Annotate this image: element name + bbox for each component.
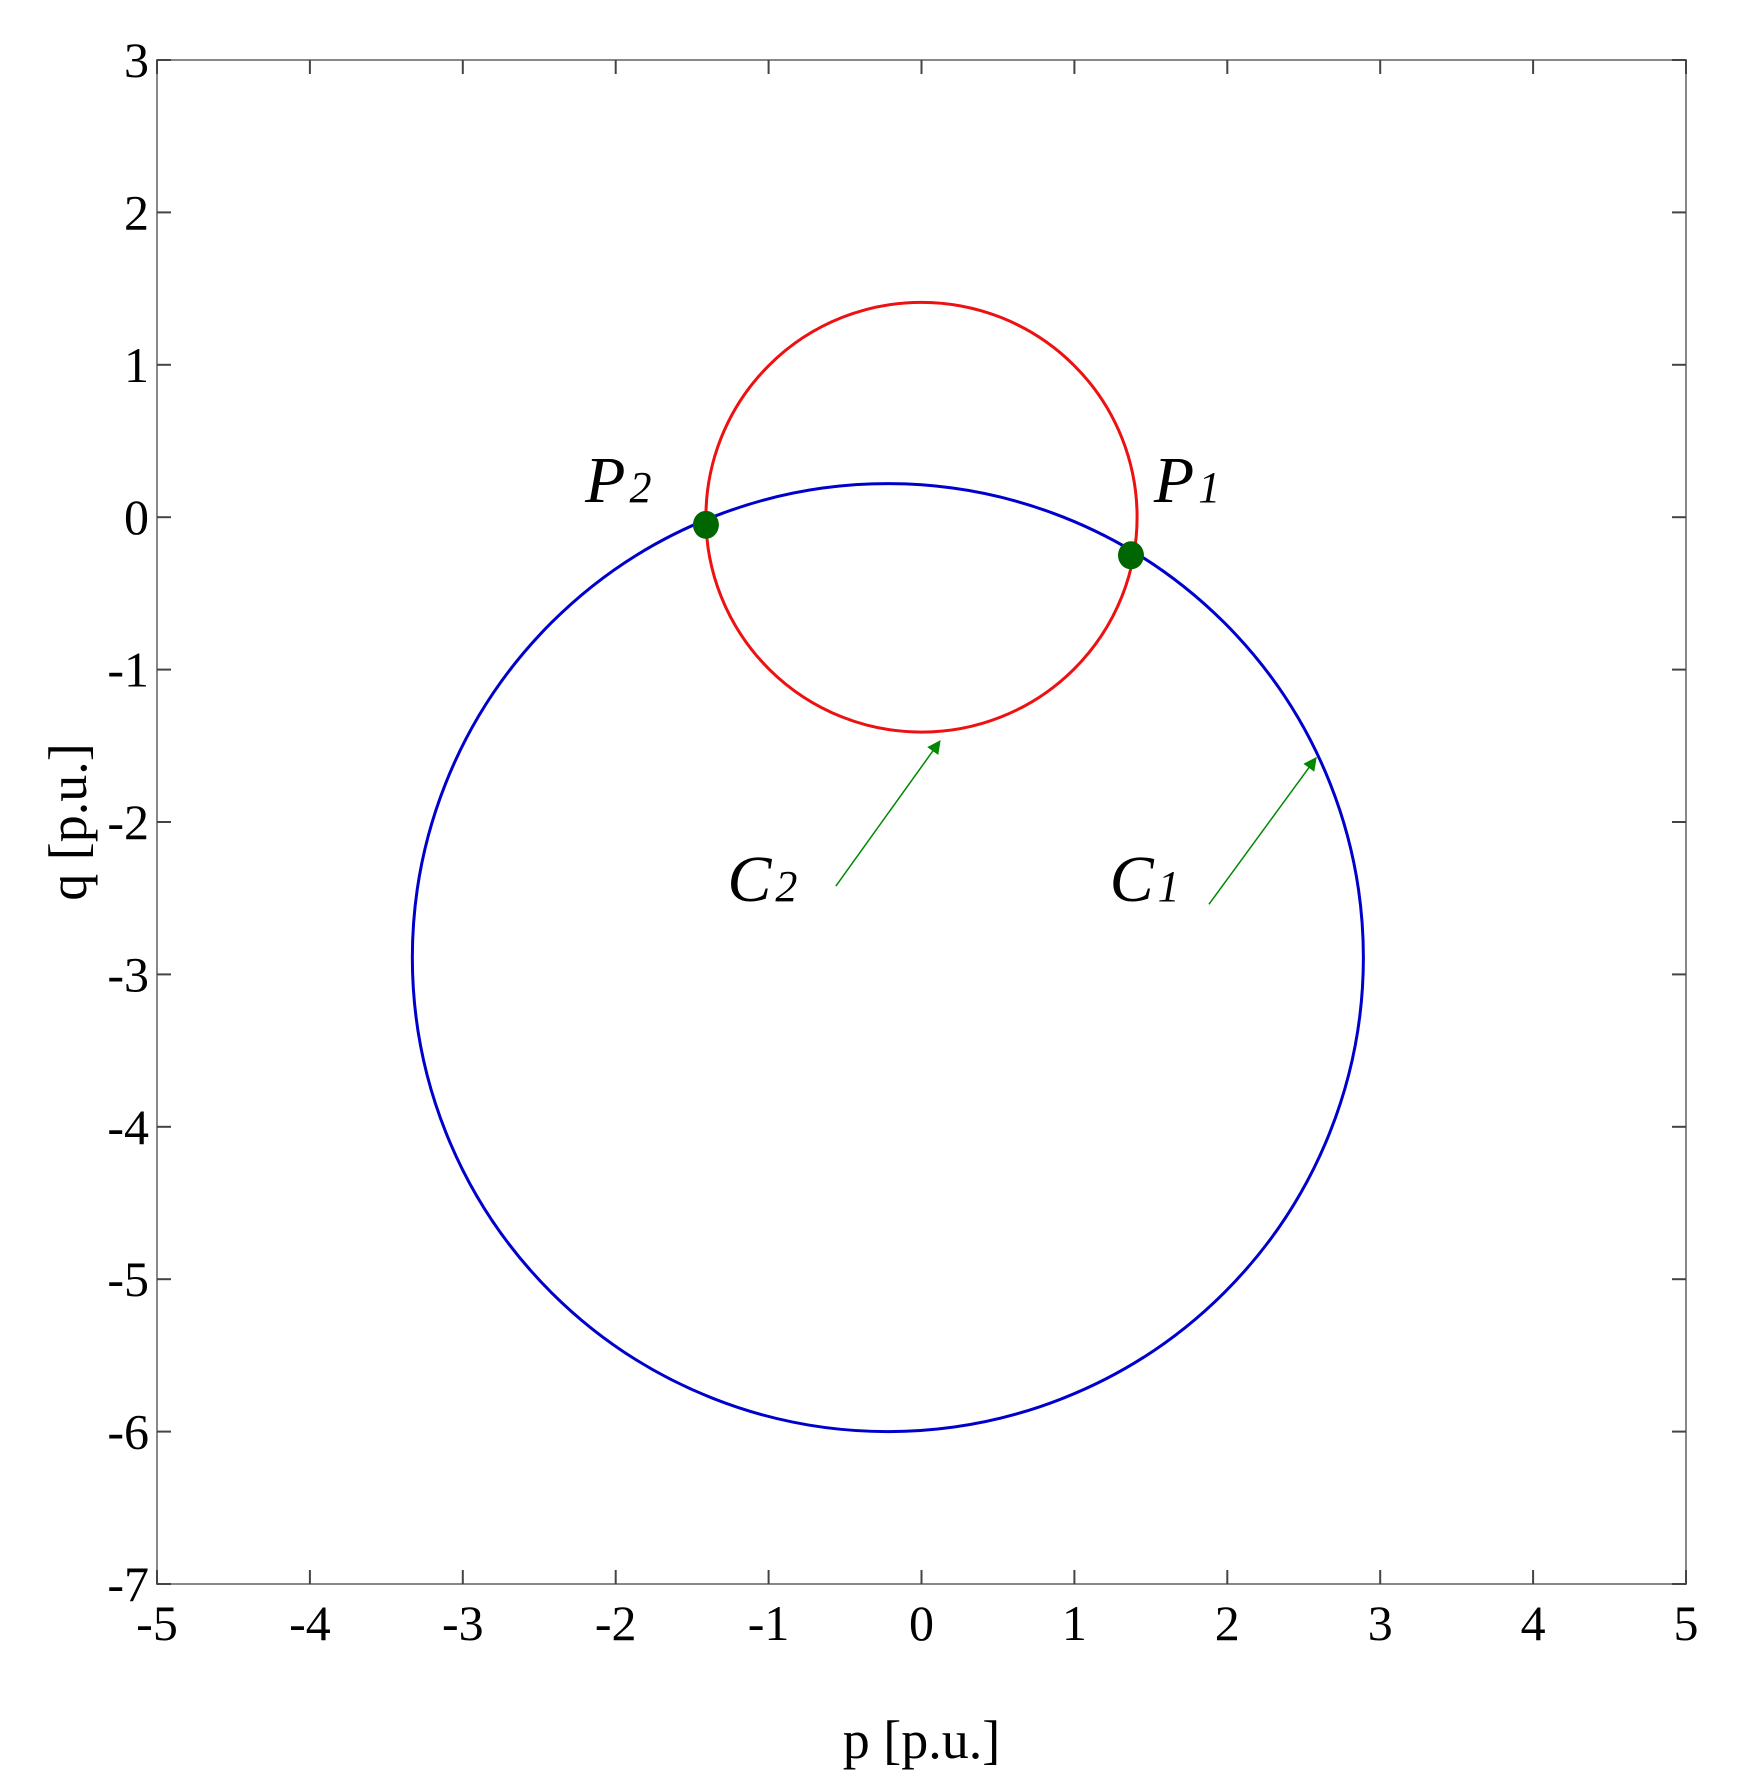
x-tick-label: 1 [1062, 1595, 1087, 1651]
y-tick-label: -5 [107, 1251, 149, 1307]
y-tick-label: -6 [107, 1404, 149, 1460]
x-tick-label: -3 [442, 1595, 484, 1651]
label-subscript: 1 [1198, 463, 1220, 512]
y-tick-label: -3 [107, 946, 149, 1002]
x-tick-label: -1 [748, 1595, 790, 1651]
label-subscript: 2 [629, 463, 651, 512]
y-tick-label: 1 [124, 337, 149, 393]
plot-frame [156, 59, 1687, 1585]
x-tick-label: 3 [1368, 1595, 1393, 1651]
axis-ticks [156, 59, 1687, 1585]
y-tick-label: -2 [107, 794, 149, 850]
y-tick-labels: -7 -6 -5 -4 -3 -2 -1 0 1 2 3 [107, 32, 149, 1612]
y-tick-label: -1 [107, 642, 149, 698]
y-axis-label: q [p.u.] [38, 743, 98, 900]
y-tick-label: 0 [124, 489, 149, 545]
x-tick-labels: -5 -4 -3 -2 -1 0 1 2 3 4 5 [136, 1595, 1698, 1651]
y-tick-label: -4 [107, 1099, 149, 1155]
label-main: P [1153, 444, 1194, 517]
x-tick-label: 5 [1674, 1595, 1699, 1651]
label-main: C [1110, 843, 1155, 916]
y-tick-label: -7 [107, 1556, 149, 1612]
arrow-c2 [835, 740, 941, 887]
x-tick-label: 0 [909, 1595, 934, 1651]
label-p2: P2 [584, 444, 651, 517]
label-p1: P1 [1153, 444, 1220, 517]
label-subscript: 2 [775, 862, 797, 911]
label-main: C [727, 843, 772, 916]
x-tick-label: -5 [136, 1595, 178, 1651]
annotation-arrows [835, 740, 1317, 905]
intersection-points [692, 510, 1144, 570]
label-c1: C1 [1110, 843, 1180, 916]
y-tick-label: 3 [124, 32, 149, 88]
label-c2: C2 [727, 843, 797, 916]
x-tick-label: -2 [595, 1595, 637, 1651]
x-axis-label: p [p.u.] [843, 1710, 1000, 1770]
point-p1 [1117, 541, 1144, 570]
x-tick-label: -4 [289, 1595, 331, 1651]
arrow-c1 [1208, 756, 1317, 905]
label-subscript: 1 [1158, 862, 1180, 911]
label-main: P [584, 444, 625, 517]
circle-c1 [410, 482, 1365, 1434]
x-tick-label: 2 [1215, 1595, 1240, 1651]
point-p2 [692, 510, 719, 539]
x-tick-label: 4 [1521, 1595, 1546, 1651]
y-tick-label: 2 [124, 184, 149, 240]
